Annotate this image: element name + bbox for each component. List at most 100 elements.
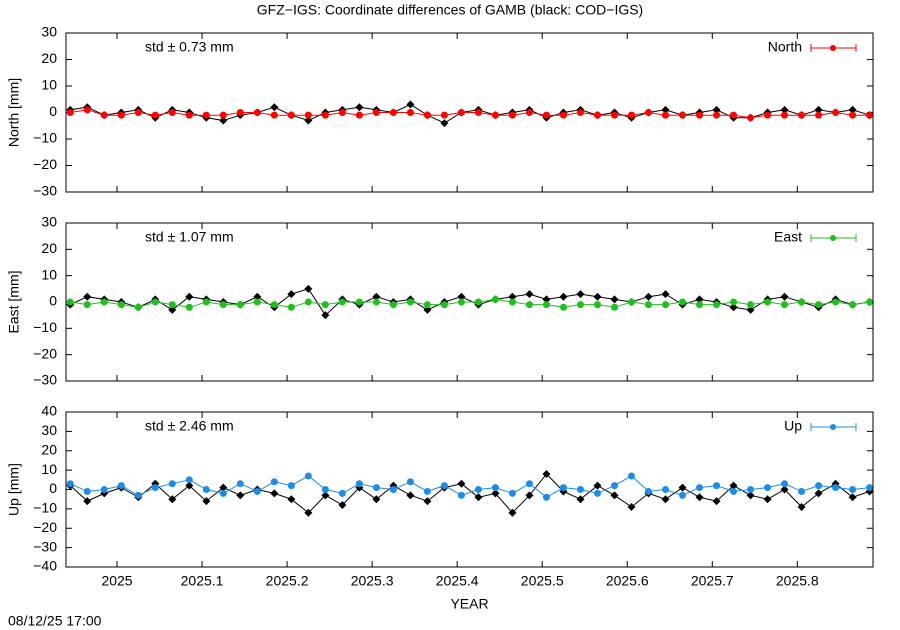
legend-label: Up <box>784 418 802 434</box>
data-point <box>83 292 92 301</box>
data-point <box>83 301 91 309</box>
data-point <box>168 495 177 504</box>
data-point <box>287 111 295 119</box>
data-point <box>406 491 415 500</box>
y-axis-label: Up [mm] <box>6 463 22 516</box>
data-point <box>270 103 279 112</box>
legend-label: East <box>774 229 802 245</box>
data-point <box>542 295 551 304</box>
x-axis-label: YEAR <box>450 596 488 612</box>
y-tick-label: 20 <box>41 240 57 256</box>
y-tick-label: 10 <box>41 266 57 282</box>
data-point <box>423 301 431 309</box>
data-point <box>849 486 857 493</box>
data-point <box>355 111 363 119</box>
data-point <box>202 486 210 493</box>
x-tick-label: 2025.4 <box>436 573 479 589</box>
data-point <box>287 290 296 299</box>
data-point <box>406 109 414 116</box>
data-point <box>610 111 618 119</box>
data-point <box>849 111 857 119</box>
data-point <box>287 482 295 490</box>
data-point <box>304 298 312 306</box>
data-point <box>730 111 738 119</box>
data-point <box>610 482 618 490</box>
plot-frame <box>65 222 874 382</box>
y-tick-label: −20 <box>33 345 57 361</box>
data-point <box>832 484 840 492</box>
data-point <box>491 295 499 303</box>
data-point <box>219 489 227 497</box>
data-point <box>593 481 602 490</box>
data-point <box>525 301 533 309</box>
data-point <box>491 484 499 492</box>
data-point <box>389 301 397 309</box>
data-point <box>747 486 755 493</box>
data-point <box>321 301 329 309</box>
data-point <box>406 100 415 109</box>
data-point <box>440 301 448 309</box>
y-tick-label: −10 <box>33 130 57 146</box>
data-point <box>185 481 194 490</box>
y-tick-label: 0 <box>49 293 57 309</box>
y-tick-label: 20 <box>41 441 57 457</box>
data-point <box>712 105 721 114</box>
data-point <box>712 497 721 506</box>
data-point <box>491 111 499 119</box>
data-point <box>440 119 449 128</box>
data-point <box>627 502 636 511</box>
data-point <box>457 298 465 306</box>
y-axis-label: East [mm] <box>6 270 22 333</box>
data-point <box>355 103 364 112</box>
x-tick-label: 2025.7 <box>691 573 734 589</box>
data-point <box>134 303 142 311</box>
data-point <box>219 111 227 119</box>
data-point <box>644 292 653 301</box>
data-point <box>780 292 789 301</box>
data-point <box>117 111 125 119</box>
std-annotation: std ± 2.46 mm <box>145 418 234 434</box>
y-tick-label: 30 <box>41 422 57 438</box>
data-point <box>270 478 278 486</box>
data-point <box>525 290 534 299</box>
data-point <box>832 298 840 306</box>
data-point <box>304 284 313 293</box>
x-tick-label: 2025.1 <box>181 573 224 589</box>
data-point <box>304 116 313 125</box>
y-axis-label: North [mm] <box>6 78 22 147</box>
data-point <box>151 298 159 306</box>
data-point <box>746 491 755 500</box>
data-point <box>627 111 635 119</box>
data-point <box>372 109 380 116</box>
data-point <box>321 311 330 320</box>
y-tick-label: −30 <box>33 372 57 388</box>
data-point <box>457 479 466 488</box>
chart-title: GFZ−IGS: Coordinate differences of GAMB … <box>257 2 643 18</box>
data-point <box>508 489 516 497</box>
data-point <box>508 298 516 306</box>
data-point <box>661 290 670 299</box>
data-point <box>764 298 772 306</box>
data-point <box>151 484 159 492</box>
data-point <box>117 482 125 490</box>
data-point <box>832 109 840 116</box>
data-point <box>797 502 806 511</box>
data-point <box>372 292 381 301</box>
data-point <box>645 109 653 116</box>
data-point <box>645 301 653 309</box>
data-point <box>696 111 704 119</box>
data-point <box>304 111 312 119</box>
data-point <box>338 109 346 116</box>
plot-frame <box>65 411 874 568</box>
data-point <box>798 111 806 119</box>
timestamp: 08/12/25 17:00 <box>8 613 102 629</box>
data-point <box>763 495 772 504</box>
data-point <box>134 491 142 499</box>
data-point <box>253 109 261 116</box>
data-point <box>440 482 448 490</box>
data-point <box>372 484 380 492</box>
data-point <box>593 301 601 309</box>
data-point <box>661 495 670 504</box>
data-point <box>730 487 738 495</box>
